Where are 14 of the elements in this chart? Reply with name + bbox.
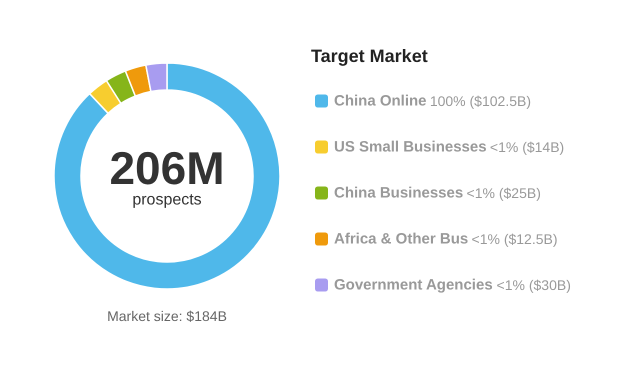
text: <1% ($12.5B) [472, 231, 558, 247]
legend-title: Target Market [311, 46, 428, 66]
text: <1% ($25B) [466, 185, 541, 201]
text: <1% ($14B) [490, 139, 564, 155]
text: <1% ($30B) [496, 277, 571, 293]
legend-label: China Businesses [334, 184, 464, 202]
text: prospects [132, 192, 202, 208]
text: Market size: $184B [107, 308, 227, 324]
text: 206M [109, 142, 225, 194]
legend-label: Africa & Other Bus [334, 230, 468, 248]
text: 100% ($102.5B) [430, 93, 532, 109]
legend-label: China Online [334, 92, 427, 110]
legend-label: Government Agencies [334, 276, 493, 294]
legend-label: US Small Businesses [334, 138, 487, 156]
